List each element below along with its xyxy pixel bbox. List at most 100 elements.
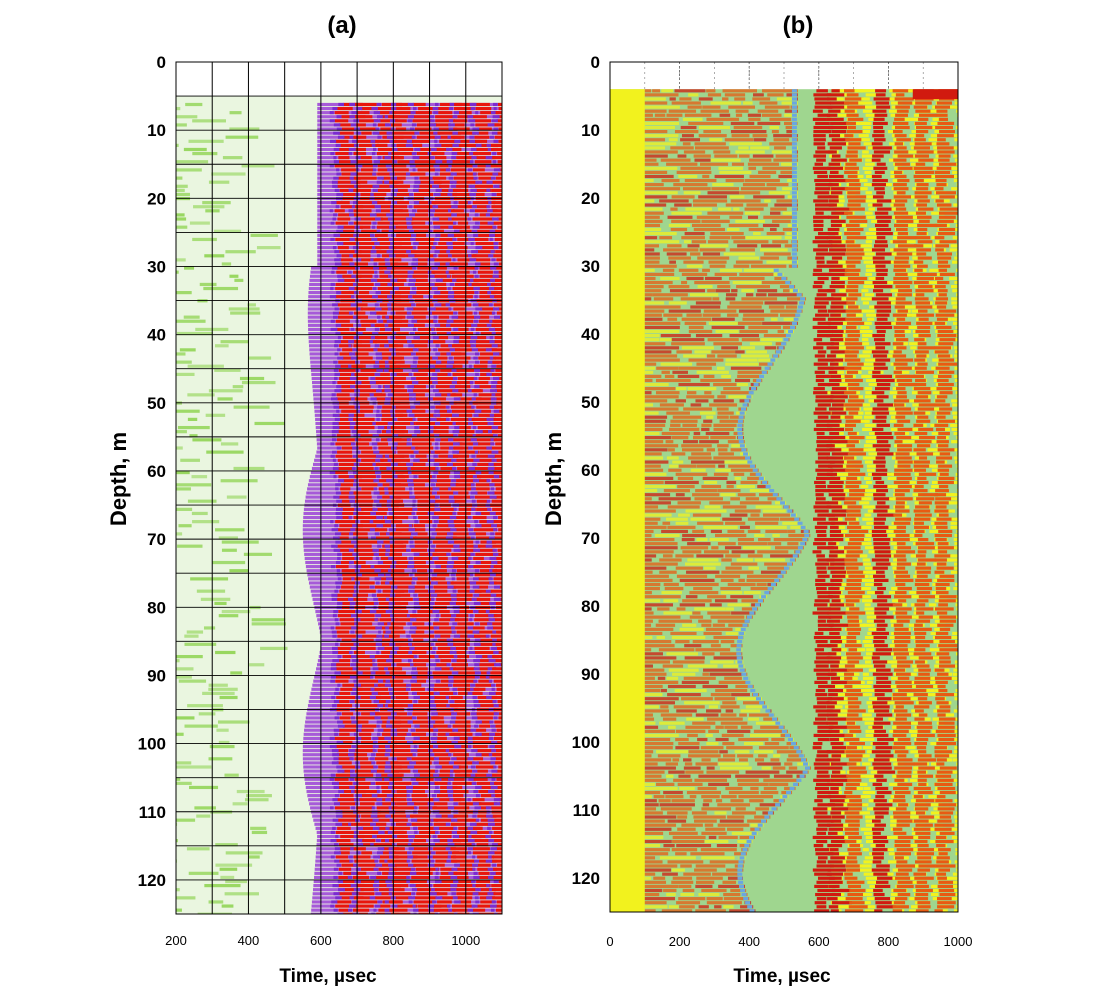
- panel-a-band-edge: [475, 720, 482, 724]
- panel-a-band-edge: [390, 376, 395, 381]
- panel-a-band: [374, 233, 388, 237]
- panel-a-band: [495, 389, 502, 393]
- panel-a-band-edge: [336, 254, 342, 258]
- panel-a-band: [336, 180, 360, 184]
- panel-b-band: [916, 150, 936, 154]
- panel-a-band-edge: [471, 781, 477, 785]
- panel-a-band-edge: [448, 344, 453, 348]
- panel-b-band: [871, 158, 881, 162]
- panel-a-band: [411, 794, 428, 798]
- panel-a-band-edge: [338, 479, 345, 483]
- panel-a-band: [495, 368, 502, 372]
- panel-a-band-edge: [451, 315, 459, 319]
- panel-a-band: [493, 789, 502, 794]
- panel-a-precursor: [216, 728, 229, 732]
- panel-a-band-edge: [376, 839, 381, 843]
- panel-a-precursor: [176, 184, 188, 188]
- panel-a-band: [336, 646, 352, 651]
- panel-a-band-edge: [353, 233, 359, 237]
- panel-b-band: [938, 211, 958, 215]
- panel-a-band: [450, 303, 472, 307]
- panel-a-band: [432, 675, 450, 679]
- panel-a-band: [375, 278, 399, 282]
- panel-a-band: [474, 160, 492, 164]
- panel-a-band: [416, 671, 429, 675]
- panel-a-band: [496, 192, 502, 197]
- panel-a-band-edge: [372, 462, 376, 466]
- panel-b-noise: [744, 211, 761, 215]
- panel-b-band: [894, 117, 905, 121]
- panel-a-band: [413, 205, 436, 209]
- panel-a-band: [394, 184, 410, 188]
- panel-a-band-edge: [447, 372, 451, 377]
- panel-a-band: [478, 356, 496, 360]
- panel-b-noise: [644, 150, 678, 154]
- panel-b-noise: [644, 109, 667, 113]
- panel-a-band-edge: [472, 695, 477, 700]
- panel-a-band-edge: [486, 446, 492, 450]
- panel-a-band-edge: [378, 385, 382, 389]
- panel-a-band-edge: [335, 834, 339, 839]
- panel-a-band: [432, 716, 444, 720]
- panel-a-band: [339, 847, 356, 851]
- panel-b-noise: [771, 130, 779, 134]
- panel-b-noise: [740, 187, 777, 191]
- panel-a-band-edge: [475, 221, 480, 225]
- panel-b-noise: [683, 191, 701, 195]
- panel-a-band-edge: [386, 532, 390, 536]
- panel-a-band: [436, 184, 450, 188]
- panel-b-band: [913, 166, 934, 170]
- panel-a-band: [436, 650, 453, 655]
- panel-b-noise: [680, 138, 701, 142]
- panel-a-band-edge: [434, 769, 439, 773]
- panel-b-band: [846, 93, 859, 97]
- panel-a-band: [412, 798, 435, 802]
- panel-a-band: [480, 352, 502, 356]
- panel-a-band: [493, 875, 502, 880]
- panel-b-band: [844, 109, 855, 113]
- panel-b-band: [871, 183, 889, 187]
- panel-a-body-row: [317, 156, 502, 160]
- panel-a-band-edge: [356, 671, 363, 675]
- panel-a-band-edge: [427, 258, 435, 262]
- panel-b-noise: [668, 256, 691, 260]
- panel-a-band-edge: [472, 172, 477, 176]
- panel-a-band-edge: [377, 573, 385, 577]
- panel-a-band-edge: [330, 221, 335, 225]
- panel-a-band-edge: [447, 454, 453, 458]
- panel-a-band-edge: [349, 859, 353, 863]
- panel-a-band-edge: [377, 589, 382, 593]
- panel-a-band-edge: [390, 589, 394, 593]
- panel-a-band: [353, 147, 366, 152]
- panel-a-band-edge: [349, 491, 354, 495]
- panel-a-band: [475, 728, 487, 732]
- panel-b-noise: [727, 227, 740, 232]
- panel-a-band-edge: [451, 659, 457, 663]
- panel-a-band-edge: [349, 425, 355, 430]
- panel-a-band: [359, 798, 381, 802]
- panel-a-band-edge: [370, 875, 377, 880]
- panel-a-band: [414, 536, 432, 540]
- panel-b-band: [918, 117, 929, 121]
- panel-a-band-edge: [448, 176, 454, 180]
- panel-a-band: [496, 524, 502, 528]
- panel-a-band-edge: [330, 904, 335, 908]
- panel-a-band: [493, 736, 502, 740]
- panel-a-band: [451, 352, 466, 356]
- panel-a-band-edge: [384, 859, 388, 863]
- panel-a-band-edge: [407, 863, 414, 867]
- panel-a-band-edge: [349, 135, 354, 139]
- panel-b-band: [828, 109, 841, 113]
- panel-a-band-edge: [475, 622, 480, 626]
- panel-b-noise: [644, 93, 679, 97]
- panel-a-band: [452, 781, 476, 785]
- panel-a-band-edge: [411, 151, 417, 156]
- panel-a-band: [479, 274, 502, 278]
- panel-a-band: [334, 209, 345, 213]
- panel-a-band-edge: [489, 356, 494, 360]
- panel-a-band-edge: [337, 912, 344, 914]
- panel-a-band: [452, 254, 477, 258]
- panel-a-band: [391, 720, 411, 724]
- panel-b-band: [846, 130, 866, 134]
- panel-a-band-edge: [336, 814, 343, 818]
